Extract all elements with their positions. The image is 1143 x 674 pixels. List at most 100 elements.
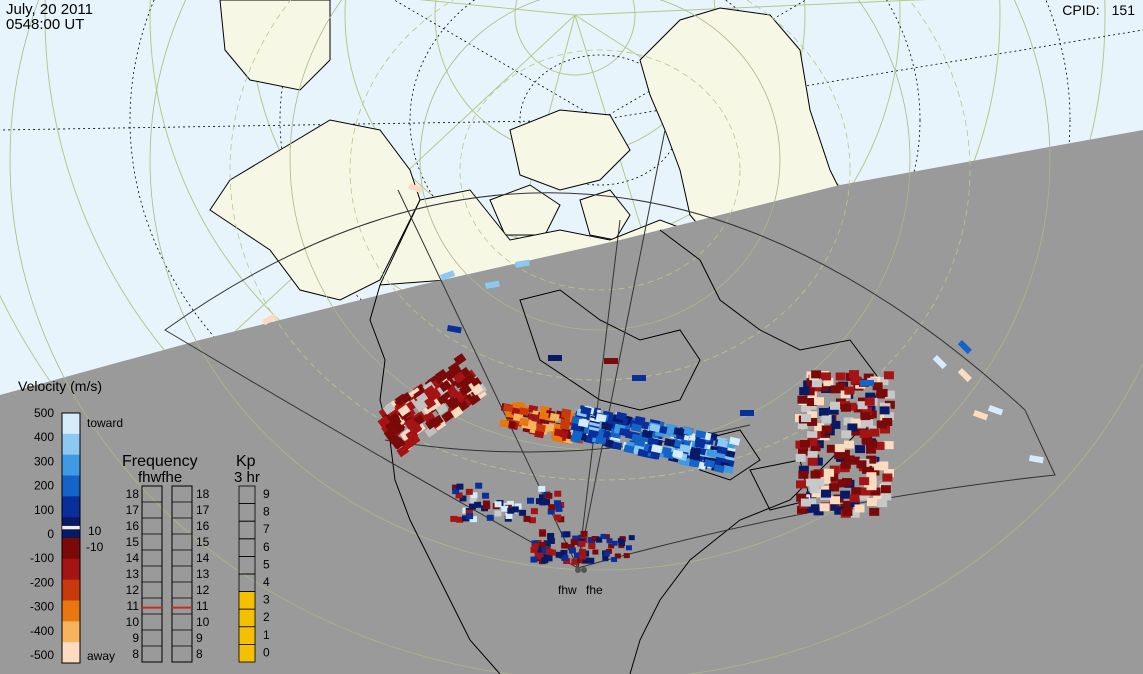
velocity-cell: [804, 387, 815, 396]
velocity-cell: [881, 492, 892, 501]
radar-label-fhw: fhw: [558, 583, 577, 597]
frequency-right-tick: 15: [196, 535, 210, 549]
velocity-color-segment: [62, 600, 80, 622]
velocity-cell: [474, 501, 482, 508]
velocity-cell: [849, 456, 860, 465]
velocity-cell: [806, 398, 817, 407]
velocity-cell: [450, 515, 458, 522]
velocity-cell: [555, 551, 563, 558]
velocity-cell: [861, 407, 872, 416]
velocity-cell: [812, 457, 823, 466]
kp-tick: 9: [263, 487, 270, 501]
velocity-cell: [511, 407, 522, 416]
velocity-cell: [688, 458, 700, 468]
velocity-cell: [728, 436, 741, 446]
velocity-cell: [528, 517, 536, 524]
velocity-cell: [860, 487, 871, 496]
velocity-cell: [619, 541, 626, 547]
velocity-color-bar: [61, 412, 81, 664]
velocity-cell: [849, 370, 860, 379]
velocity-cell: [651, 444, 663, 454]
velocity-color-segment: [62, 433, 80, 456]
velocity-cell: [628, 535, 635, 541]
velocity-legend-title: Velocity (m/s): [18, 378, 102, 394]
velocity-cell: [814, 478, 825, 487]
kp-cell: [238, 608, 256, 628]
velocity-cell: [396, 444, 410, 458]
velocity-cell: [807, 431, 818, 440]
velocity-cell: [810, 443, 821, 452]
velocity-cell: [425, 417, 438, 430]
velocity-cell: [394, 400, 408, 413]
frequency-right-tick: 11: [196, 599, 209, 613]
velocity-cell: [641, 429, 653, 439]
velocity-cell: [818, 407, 829, 416]
velocity-cell: [874, 462, 885, 471]
velocity-cell: [854, 504, 865, 513]
velocity-cell: [470, 492, 478, 499]
velocity-cell: [866, 478, 877, 487]
velocity-cell: [582, 557, 590, 564]
velocity-cell: [451, 484, 459, 491]
velocity-cell: [407, 433, 421, 447]
velocity-tick: 0: [47, 527, 54, 541]
velocity-cell: [605, 548, 612, 554]
velocity-cell: [559, 421, 570, 430]
velocity-cell: [415, 392, 429, 405]
velocity-cell: [811, 379, 822, 388]
velocity-cell: [587, 557, 595, 564]
kp-tick: 0: [263, 645, 270, 659]
frequency-right-tick: 10: [196, 615, 210, 629]
velocity-cell: [543, 499, 551, 506]
velocity-cell: [623, 444, 635, 454]
velocity-cell: [531, 540, 539, 547]
velocity-cell: [547, 508, 555, 515]
velocity-cell: [740, 410, 754, 416]
velocity-cell: [695, 429, 707, 439]
velocity-cell: [664, 438, 676, 448]
velocity-cell: [847, 423, 858, 432]
velocity-cell: [470, 516, 478, 523]
velocity-cell: [862, 436, 873, 445]
velocity-cell: [407, 183, 424, 194]
kp-tick: 2: [263, 610, 270, 624]
velocity-cell: [483, 503, 491, 510]
velocity-cell: [560, 410, 572, 419]
velocity-cell: [797, 505, 808, 514]
velocity-cell: [446, 325, 462, 334]
velocity-tick: 500: [34, 406, 54, 420]
velocity-cell: [606, 538, 613, 544]
velocity-cell: [835, 372, 846, 381]
kp-tick: 5: [263, 557, 270, 571]
velocity-cell: [855, 445, 866, 454]
velocity-cell: [879, 406, 890, 415]
night-grid: [9, 0, 1143, 674]
velocity-cell: [826, 444, 837, 453]
velocity-cell: [547, 537, 555, 544]
velocity-bar-frame: [61, 412, 81, 664]
velocity-cell: [561, 554, 569, 561]
frequency-left-tick: 11: [127, 599, 140, 613]
velocity-cell: [866, 445, 877, 454]
kp-title: Kp: [236, 453, 256, 470]
velocity-cell: [397, 404, 411, 417]
velocity-tick: -300: [30, 600, 54, 614]
velocity-cell: [649, 423, 661, 433]
velocity-cell: [632, 375, 646, 381]
velocity-cell: [829, 483, 840, 492]
velocity-tick: 100: [34, 503, 54, 517]
velocity-cell: [850, 376, 861, 385]
velocity-cell: [865, 392, 876, 401]
velocity-cell: [453, 353, 467, 366]
velocity-cell: [437, 389, 451, 403]
velocity-cell: [834, 451, 845, 460]
frequency-subtitle: fhwfhe: [138, 469, 182, 486]
velocity-cell: [866, 498, 877, 507]
velocity-cell: [611, 540, 618, 546]
velocity-toward-label: toward: [87, 416, 123, 430]
velocity-cell: [870, 487, 881, 496]
velocity-cell: [795, 453, 806, 462]
velocity-color-segment: [62, 538, 80, 560]
velocity-cell: [863, 418, 874, 427]
